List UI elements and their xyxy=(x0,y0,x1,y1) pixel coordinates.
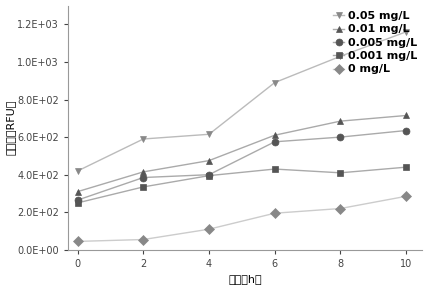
0 mg/L xyxy=(206,227,211,231)
Line: 0.001 mg/L: 0.001 mg/L xyxy=(74,164,410,206)
0.005 mg/L xyxy=(272,140,277,144)
0.05 mg/L xyxy=(338,55,343,58)
0.001 mg/L xyxy=(75,201,80,205)
0.01 mg/L xyxy=(272,133,277,137)
X-axis label: 时间（h）: 时间（h） xyxy=(228,274,262,284)
Legend: 0.05 mg/L, 0.01 mg/L, 0.005 mg/L, 0.001 mg/L, 0 mg/L: 0.05 mg/L, 0.01 mg/L, 0.005 mg/L, 0.001 … xyxy=(333,11,417,75)
0 mg/L xyxy=(404,195,409,198)
Line: 0.01 mg/L: 0.01 mg/L xyxy=(74,112,410,195)
0.001 mg/L xyxy=(206,174,211,177)
0.01 mg/L xyxy=(338,119,343,123)
0.01 mg/L xyxy=(75,190,80,193)
0.005 mg/L xyxy=(75,198,80,202)
0.005 mg/L xyxy=(338,135,343,139)
0.01 mg/L xyxy=(141,170,146,174)
0 mg/L xyxy=(141,238,146,241)
0 mg/L xyxy=(75,240,80,243)
0.05 mg/L xyxy=(272,81,277,84)
Y-axis label: 荧光値（RFU）: 荧光値（RFU） xyxy=(6,100,15,155)
0 mg/L xyxy=(338,207,343,210)
0.05 mg/L xyxy=(75,169,80,173)
0.05 mg/L xyxy=(141,137,146,141)
0.01 mg/L xyxy=(206,159,211,162)
0.001 mg/L xyxy=(272,167,277,171)
0 mg/L xyxy=(272,211,277,215)
Line: 0.05 mg/L: 0.05 mg/L xyxy=(74,28,410,174)
0.005 mg/L xyxy=(206,173,211,176)
0.01 mg/L xyxy=(404,114,409,117)
Line: 0 mg/L: 0 mg/L xyxy=(74,193,410,245)
0.001 mg/L xyxy=(141,185,146,189)
0.005 mg/L xyxy=(141,176,146,179)
0.005 mg/L xyxy=(404,129,409,132)
Line: 0.005 mg/L: 0.005 mg/L xyxy=(74,127,410,204)
0.001 mg/L xyxy=(404,165,409,169)
0.001 mg/L xyxy=(338,171,343,175)
0.05 mg/L xyxy=(404,30,409,34)
0.05 mg/L xyxy=(206,133,211,136)
